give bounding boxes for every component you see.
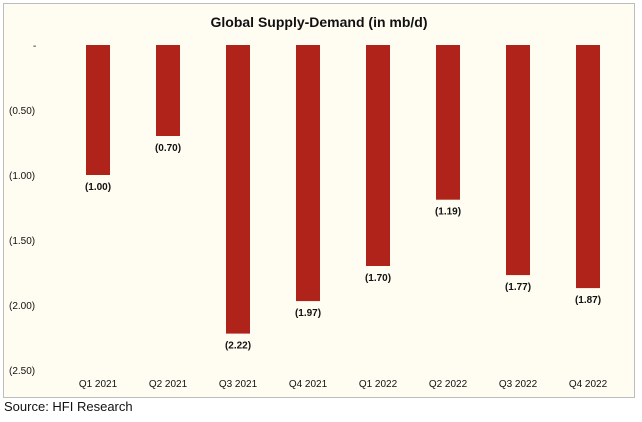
- bar: [226, 45, 250, 334]
- y-tick-label: (2.00): [9, 301, 35, 312]
- y-tick-label: (2.50): [9, 366, 35, 377]
- y-tick-label: (1.00): [9, 171, 35, 182]
- chart-title: Global Supply-Demand (in mb/d): [211, 14, 428, 30]
- x-tick-label: Q2 2022: [429, 379, 468, 390]
- data-label: (1.77): [505, 282, 531, 293]
- x-tick-label: Q2 2021: [149, 379, 188, 390]
- data-label: (1.00): [85, 182, 111, 193]
- bar: [506, 45, 530, 276]
- x-tick-label: Q1 2021: [79, 379, 118, 390]
- data-label: (1.19): [435, 207, 461, 218]
- x-tick-label: Q3 2022: [499, 379, 538, 390]
- data-label: (1.87): [575, 295, 601, 306]
- bar: [366, 45, 390, 266]
- bar: [296, 45, 320, 302]
- data-labels: (1.00) (0.70) (2.22) (1.97) (1.70) (1.19) (1.7…: [85, 143, 601, 352]
- x-tick-label: Q3 2021: [219, 379, 258, 390]
- data-label: (2.22): [225, 341, 251, 352]
- bar: [436, 45, 460, 200]
- source-note: Source: HFI Research: [4, 399, 133, 414]
- x-tick-label: Q4 2022: [569, 379, 608, 390]
- y-tick-label: (1.50): [9, 236, 35, 247]
- bar: [86, 45, 110, 175]
- data-label: (1.97): [295, 308, 321, 319]
- data-label: (1.70): [365, 273, 391, 284]
- y-tick-label: (0.50): [9, 106, 35, 117]
- bars: [86, 45, 600, 334]
- bar: [156, 45, 180, 136]
- data-label: (0.70): [155, 143, 181, 154]
- y-axis: - (0.50) (1.00) (1.50) (2.00) (2.50): [9, 41, 36, 377]
- bar: [576, 45, 600, 289]
- x-tick-label: Q4 2021: [289, 379, 328, 390]
- y-tick-label: -: [33, 41, 36, 52]
- x-tick-label: Q1 2022: [359, 379, 398, 390]
- chart-plot: Global Supply-Demand (in mb/d) - (0.50) (1…: [9, 14, 608, 390]
- x-axis: Q1 2021 Q2 2021 Q3 2021 Q4 2021 Q1 2022 Q2 20…: [79, 379, 608, 390]
